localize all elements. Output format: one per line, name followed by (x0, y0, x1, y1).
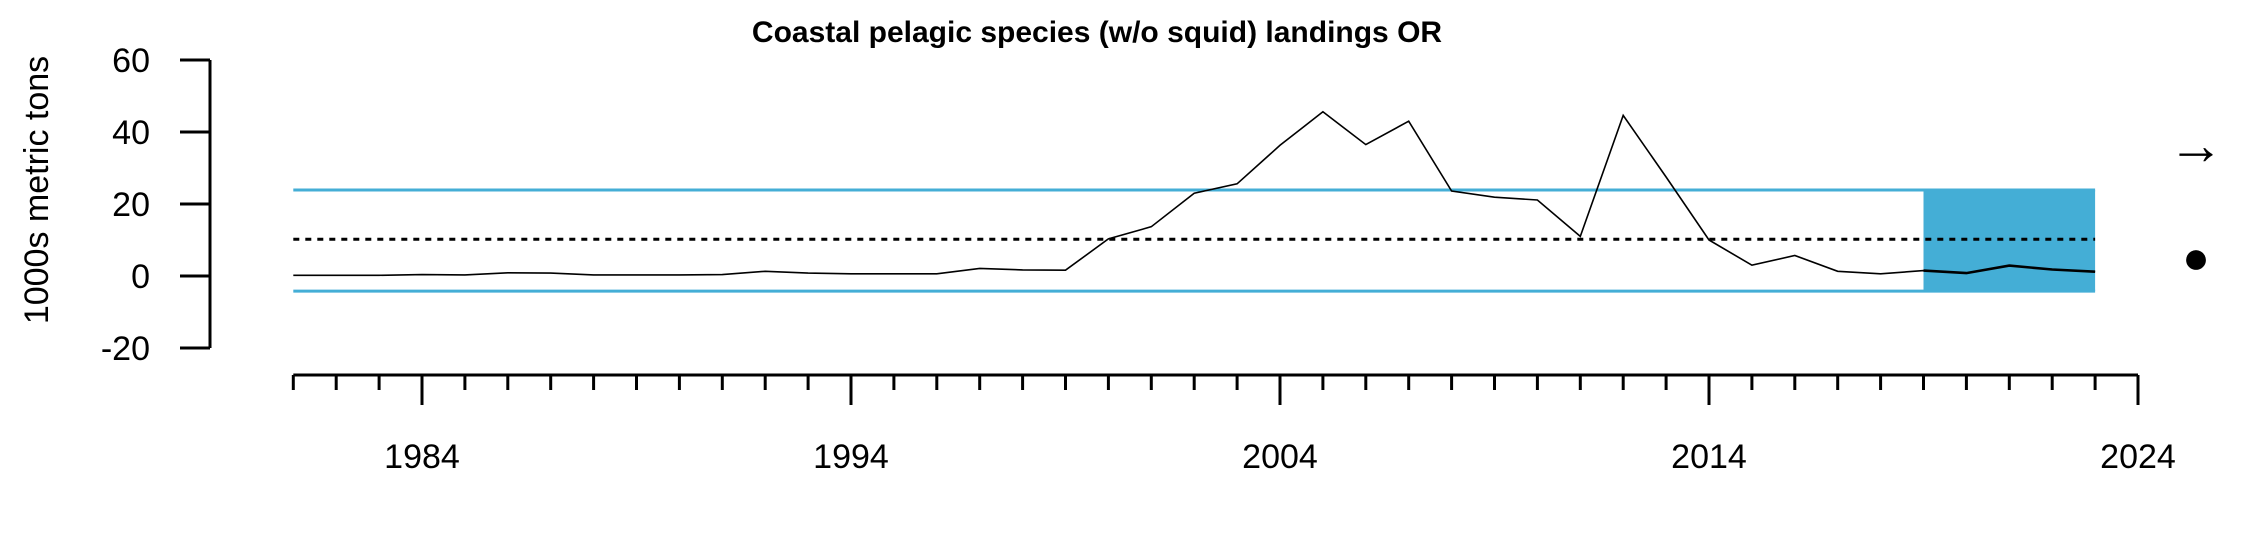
x-tick-label: 2024 (2100, 438, 2176, 476)
x-tick-label: 2014 (1671, 438, 1747, 476)
y-tick-label: 0 (131, 258, 150, 296)
x-tick-label: 2004 (1242, 438, 1318, 476)
y-axis: -20 0 20 40 60 (101, 42, 212, 368)
x-axis: 1984 1994 2004 2014 2024 (291, 373, 2176, 476)
chart-title: Coastal pelagic species (w/o squid) land… (752, 16, 1442, 49)
y-tick-label: 20 (112, 186, 150, 224)
series-layer (293, 110, 2096, 277)
trend-arrow-symbol: → (2168, 113, 2224, 176)
recent-series-line (1923, 264, 2096, 275)
reference-band-layer (293, 188, 2096, 293)
y-tick-label: -20 (101, 330, 150, 368)
y-axis-title: 1000s metric tons (18, 56, 56, 324)
y-tick-label: 60 (112, 42, 150, 80)
landings-series-line (293, 110, 2096, 277)
status-dot-symbol: ● (2182, 231, 2210, 283)
x-tick-label: 1984 (384, 438, 460, 476)
x-tick-label: 1994 (813, 438, 889, 476)
y-tick-label: 40 (112, 114, 150, 152)
